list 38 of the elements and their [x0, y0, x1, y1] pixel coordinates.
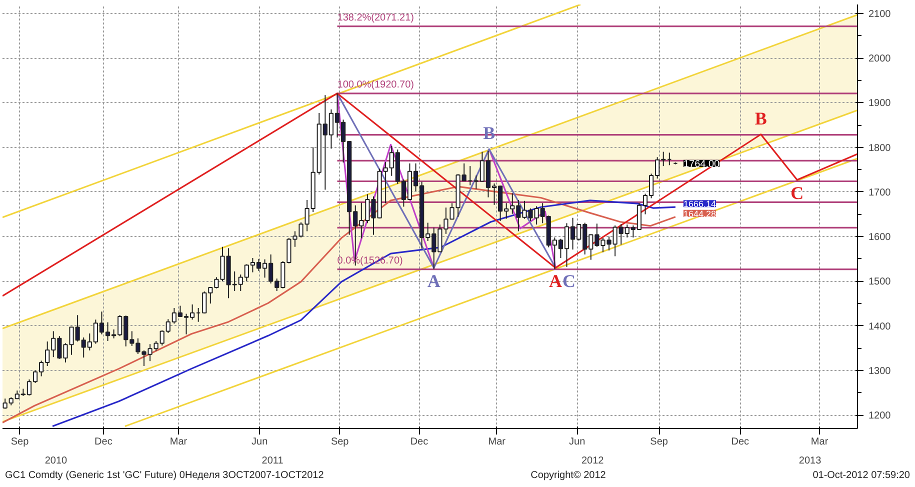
y-tick-label: 1500	[868, 276, 892, 288]
data-label: 1644.28	[683, 208, 716, 219]
x-tick-label: Dec	[410, 436, 428, 448]
y-tick-label: 1800	[868, 142, 892, 154]
data-label: A	[549, 270, 562, 291]
x-tick-label: Dec	[731, 436, 750, 448]
x-tick-label: Mar	[488, 436, 506, 448]
x2-tick-label: 2010	[44, 456, 68, 466]
data-label: 1666.14	[683, 199, 716, 210]
x-tick-label: Sep	[330, 436, 350, 448]
text: 01-Oct-2012 07:59:20	[812, 469, 910, 483]
x-tick-label: Dec	[94, 436, 112, 448]
y-tick-label: 1900	[868, 98, 892, 110]
y-tick-label: 1700	[868, 187, 892, 198]
x-tick-label: Sep	[10, 436, 30, 448]
data-label: C	[790, 182, 804, 203]
x-tick-label: Mar	[170, 436, 188, 448]
x-tick-label: Jun	[252, 436, 268, 448]
data-label: C	[562, 270, 576, 291]
data-label: B	[754, 108, 767, 128]
y-tick-label: 1200	[868, 410, 892, 422]
data-label: A	[427, 270, 440, 291]
x-tick-label: Mar	[810, 436, 829, 448]
x2-tick-label: 2012	[582, 456, 604, 466]
y-tick-label: 1600	[868, 232, 892, 244]
y-tick-label: 1300	[868, 366, 892, 377]
y-tick-label: 2000	[868, 54, 892, 65]
text: Copyright© 2012	[530, 469, 606, 483]
text: GC1 Comdty (Generic 1st 'GC' Future) 0Неделя 3OCT2007-1OCT2012	[5, 469, 324, 483]
series-label: 138.2%(2071.21)	[337, 12, 414, 24]
x2-tick-label: 2011	[262, 456, 284, 466]
line-series	[488, 148, 556, 269]
x2-tick-label: 2013	[798, 456, 822, 466]
y-tick-label: 1400	[868, 321, 892, 332]
x-tick-label: Jun	[569, 436, 586, 448]
line-series	[2, 92, 858, 297]
y-tick-label: 2100	[868, 8, 892, 20]
x-tick-label: Sep	[650, 436, 668, 448]
